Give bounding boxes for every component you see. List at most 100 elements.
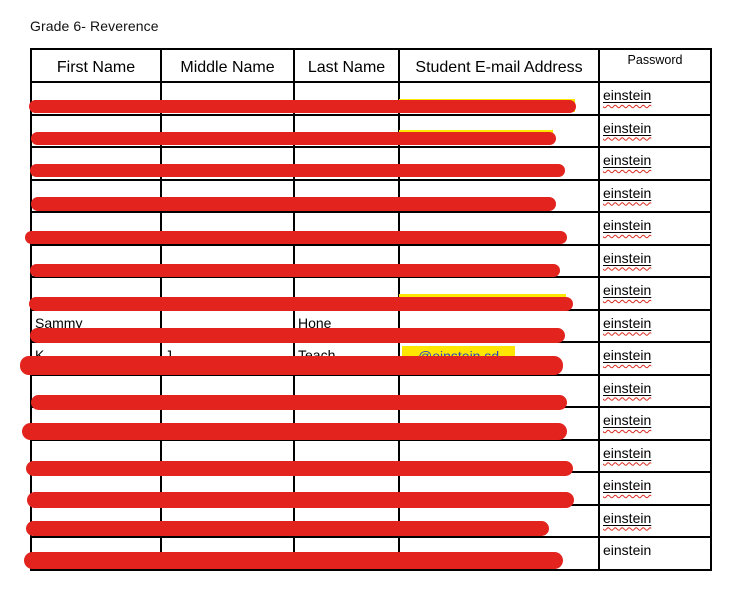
first-name-cell	[30, 438, 162, 473]
password-value: einstein	[603, 412, 651, 428]
password-value-text: einstein	[603, 347, 652, 363]
email-cell	[398, 178, 600, 213]
password-value-text: einstein	[603, 217, 652, 233]
student-email-link[interactable]: …@einstein.sd…	[404, 348, 514, 364]
middle-name-cell	[160, 536, 295, 571]
middle-name-cell	[160, 503, 295, 538]
last-name-cell	[293, 406, 400, 441]
first-name-cell	[30, 471, 162, 506]
password-value-text: einstein	[603, 119, 652, 136]
password-cell: einstein	[598, 146, 712, 181]
password-value: einstein	[603, 510, 651, 526]
password-value: einstein	[603, 250, 651, 266]
password-value: einstein	[603, 477, 651, 493]
last-name-text: Hone	[298, 314, 332, 331]
password-value-text: einstein	[603, 412, 652, 428]
password-value: einstein	[603, 217, 651, 233]
email-cell	[398, 81, 600, 116]
table-row: einstein	[30, 276, 712, 311]
column-header-first-name: First Name	[30, 48, 162, 83]
email-cell	[398, 243, 600, 278]
email-cell: …@einstein.sd…	[398, 341, 600, 376]
password-cell: einstein	[598, 276, 712, 311]
last-name-text: Teach	[298, 347, 336, 363]
table-row: einstein	[30, 113, 712, 148]
middle-name-cell	[160, 406, 295, 441]
middle-name-cell	[160, 178, 295, 213]
first-name-cell: K	[30, 341, 162, 376]
password-value-text: einstein	[603, 509, 652, 526]
password-value-text: einstein	[603, 444, 652, 461]
password-cell: einstein	[598, 503, 712, 538]
email-cell	[398, 211, 600, 246]
password-cell: einstein	[598, 178, 712, 213]
email-cell	[398, 146, 600, 181]
password-value: einstein	[603, 185, 651, 201]
last-name-cell	[293, 373, 400, 408]
password-value: einstein	[603, 542, 652, 558]
email-cell	[398, 438, 600, 473]
password-value-text: einstein	[603, 477, 652, 493]
header-row: First Name Middle Name Last Name Student E-…	[30, 48, 712, 83]
first-name-cell	[30, 146, 162, 181]
first-name-cell	[30, 373, 162, 408]
password-cell: einstein	[598, 81, 712, 116]
table-row: einstein	[30, 373, 712, 408]
email-highlight: …@einstein.sd…	[402, 346, 516, 366]
password-value-text: einstein	[603, 87, 652, 103]
password-cell: einstein	[598, 113, 712, 148]
column-header-last-name: Last Name	[293, 48, 400, 83]
last-name-cell	[293, 438, 400, 473]
email-cell	[398, 406, 600, 441]
middle-name-cell	[160, 113, 295, 148]
middle-name-cell	[160, 438, 295, 473]
middle-name-cell	[160, 308, 295, 343]
table-row: einstein	[30, 438, 712, 473]
password-value: einstein	[603, 315, 651, 331]
middle-name-text: J	[165, 347, 172, 363]
password-cell: einstein	[598, 373, 712, 408]
password-value: einstein	[603, 445, 651, 461]
column-header-password: Password	[598, 48, 712, 83]
middle-name-cell	[160, 146, 295, 181]
last-name-cell	[293, 503, 400, 538]
table-row: einstein	[30, 211, 712, 246]
password-value: einstein	[603, 347, 651, 363]
middle-name-cell	[160, 243, 295, 278]
password-value-text: einstein	[603, 282, 652, 298]
password-value-text: einstein	[603, 184, 652, 201]
password-value: einstein	[603, 87, 651, 103]
first-name-cell	[30, 276, 162, 311]
table-row: einstein	[30, 536, 712, 571]
last-name-cell	[293, 178, 400, 213]
first-name-cell	[30, 81, 162, 116]
password-cell: einstein	[598, 341, 712, 376]
password-value: einstein	[603, 152, 651, 168]
middle-name-cell: J	[160, 341, 295, 376]
password-cell: einstein	[598, 211, 712, 246]
password-value-text: einstein	[603, 379, 652, 396]
password-value-text: einstein	[603, 249, 652, 266]
first-name-cell	[30, 406, 162, 441]
email-cell	[398, 373, 600, 408]
password-cell: einstein	[598, 308, 712, 343]
last-name-cell	[293, 81, 400, 116]
password-cell: einstein	[598, 438, 712, 473]
middle-name-cell	[160, 81, 295, 116]
first-name-text: Sammy	[35, 314, 83, 331]
first-name-cell	[30, 113, 162, 148]
table-row: einstein	[30, 503, 712, 538]
middle-name-cell	[160, 471, 295, 506]
password-cell: einstein	[598, 471, 712, 506]
first-name-cell	[30, 211, 162, 246]
middle-name-cell	[160, 276, 295, 311]
last-name-cell	[293, 113, 400, 148]
first-name-cell	[30, 536, 162, 571]
column-header-middle-name: Middle Name	[160, 48, 295, 83]
password-value: einstein	[603, 282, 651, 298]
email-cell	[398, 113, 600, 148]
email-cell	[398, 308, 600, 343]
last-name-cell	[293, 146, 400, 181]
password-value-text: einstein	[603, 314, 652, 331]
